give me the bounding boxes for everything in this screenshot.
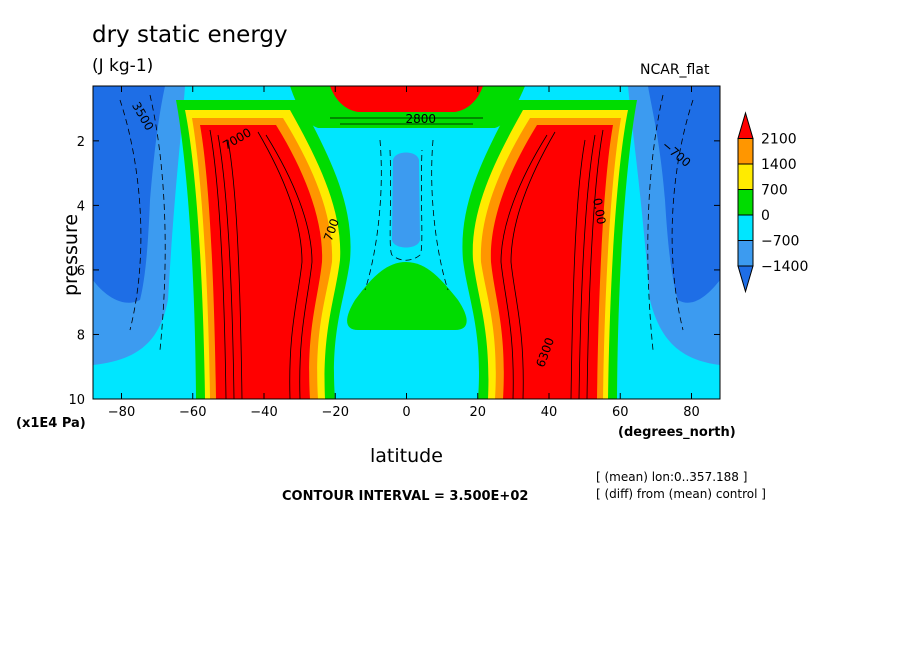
y-axis-ticks: 2 4 6 8 10 <box>68 135 720 408</box>
colorbar-segment <box>737 265 754 294</box>
x-axis-units: (degrees_north) <box>618 425 736 440</box>
mean-note: [ (mean) lon:0..357.188 ] <box>596 470 748 484</box>
y-tick-label: 10 <box>68 393 85 408</box>
x-tick-label: 0 <box>402 405 410 420</box>
x-tick-label: −20 <box>322 405 349 420</box>
north-warm-column <box>490 125 613 399</box>
model-label: NCAR_flat <box>640 62 710 78</box>
y-axis-units: (x1E4 Pa) <box>16 416 86 431</box>
x-tick-label: 60 <box>612 405 629 420</box>
x-tick-label: 80 <box>683 405 700 420</box>
top-warm-cap <box>330 86 483 112</box>
colorbar-label: 700 <box>761 183 788 199</box>
x-tick-label: 20 <box>469 405 486 420</box>
chart-title: dry static energy <box>92 22 288 48</box>
north-polar-low-core <box>648 86 720 303</box>
y-tick-label: 6 <box>77 264 85 279</box>
colorbar-label: 0 <box>761 208 770 224</box>
colorbar: −1400 −700 0 700 1400 2100 <box>737 111 808 294</box>
colorbar-segment <box>737 214 754 241</box>
colorbar-segment <box>737 189 754 216</box>
chart-units: (J kg-1) <box>92 56 154 76</box>
colorbar-segment <box>737 111 754 139</box>
y-tick-label: 4 <box>77 199 85 214</box>
south-warm-column <box>200 125 323 399</box>
colorbar-segment <box>737 138 754 165</box>
contour-label: 2800 <box>405 112 436 126</box>
central-green <box>347 262 467 330</box>
y-tick-label: 8 <box>77 328 85 343</box>
contour-lines <box>119 94 694 399</box>
colorbar-label: −1400 <box>761 259 808 275</box>
colorbar-segment <box>737 163 754 190</box>
x-tick-label: −80 <box>108 405 135 420</box>
colorbar-label: 1400 <box>761 157 797 173</box>
plot-field <box>93 86 720 399</box>
x-axis-ticks: −80 −60 −40 −20 0 20 40 60 80 <box>108 86 700 420</box>
contour-label: 0.00 <box>590 197 608 226</box>
y-axis-label: pressure <box>60 213 83 297</box>
contour-interval-label: CONTOUR INTERVAL = 3.500E+02 <box>282 489 529 504</box>
colorbar-label: −700 <box>761 234 799 250</box>
y-tick-label: 2 <box>77 135 85 150</box>
colorbar-segment <box>737 240 754 267</box>
south-polar-low-core <box>93 86 165 303</box>
central-cold-cell <box>392 152 420 248</box>
colorbar-label: 2100 <box>761 132 797 148</box>
x-tick-label: 40 <box>541 405 558 420</box>
diff-note: [ (diff) from (mean) control ] <box>596 487 766 501</box>
x-tick-label: −40 <box>250 405 277 420</box>
x-axis-label: latitude <box>370 445 443 467</box>
x-tick-label: −60 <box>179 405 206 420</box>
